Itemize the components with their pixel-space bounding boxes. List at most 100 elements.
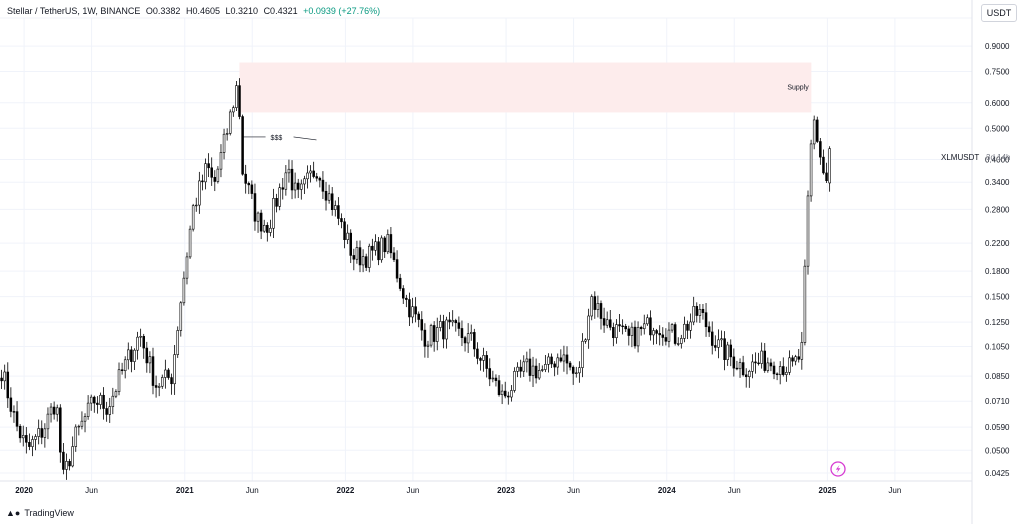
candle bbox=[272, 188, 275, 238]
candle bbox=[500, 384, 504, 405]
candle bbox=[757, 352, 760, 366]
time-axis[interactable]: 2020 Jun 2021 Jun 2022 Jun 2023 Jun 2024 Jun 2025 J… bbox=[15, 486, 901, 495]
candle bbox=[661, 327, 665, 346]
candle bbox=[46, 407, 50, 440]
candle bbox=[423, 323, 427, 358]
lightning-icon[interactable] bbox=[830, 461, 846, 477]
open-value: O0.3382 bbox=[145, 6, 181, 16]
candle bbox=[65, 453, 68, 480]
y-tick-label: 0.2800 bbox=[985, 205, 1010, 214]
candle bbox=[528, 348, 532, 382]
candle bbox=[435, 317, 439, 351]
candle bbox=[482, 347, 485, 372]
candle bbox=[296, 178, 300, 199]
candle bbox=[170, 373, 173, 395]
candle bbox=[9, 387, 13, 418]
candle bbox=[457, 316, 461, 337]
candle bbox=[442, 314, 445, 349]
candle bbox=[667, 322, 671, 348]
candle bbox=[219, 144, 223, 178]
candle bbox=[432, 321, 436, 352]
candle bbox=[167, 368, 170, 380]
candle bbox=[96, 396, 99, 414]
candle bbox=[778, 361, 782, 385]
price-axis[interactable]: 1.10000.90000.75000.60000.50000.40000.34… bbox=[985, 14, 1010, 478]
candle bbox=[266, 222, 269, 242]
y-tick-label: 0.1500 bbox=[985, 293, 1010, 302]
candle bbox=[290, 160, 294, 200]
x-tick-label: 2022 bbox=[337, 486, 355, 495]
candle bbox=[349, 229, 352, 264]
candle bbox=[34, 434, 37, 451]
symbol-title[interactable]: Stellar / TetherUS, 1W, BINANCE bbox=[7, 6, 141, 16]
candle bbox=[386, 229, 390, 255]
candle bbox=[479, 356, 482, 371]
candle bbox=[797, 349, 800, 363]
candle bbox=[157, 383, 161, 397]
candle bbox=[377, 237, 380, 266]
candle bbox=[723, 331, 726, 371]
candle bbox=[537, 363, 541, 380]
candle bbox=[225, 128, 229, 141]
candle bbox=[809, 139, 813, 202]
candle bbox=[522, 355, 526, 377]
candle bbox=[368, 243, 371, 273]
candle bbox=[729, 339, 733, 367]
candle bbox=[71, 436, 74, 468]
candle bbox=[31, 435, 34, 457]
candle bbox=[411, 297, 414, 324]
candle bbox=[303, 175, 306, 194]
candle bbox=[49, 403, 53, 423]
brand-name[interactable]: TradingView bbox=[24, 508, 74, 518]
candle bbox=[445, 316, 448, 349]
candle bbox=[701, 304, 705, 320]
candle bbox=[463, 335, 467, 352]
candle bbox=[828, 146, 831, 192]
candle bbox=[534, 358, 538, 384]
candles bbox=[0, 78, 831, 480]
candle bbox=[300, 179, 303, 200]
candle bbox=[642, 314, 646, 335]
tradingview-logo-icon[interactable]: ▲● bbox=[6, 508, 21, 518]
candle bbox=[318, 176, 322, 188]
candle bbox=[398, 273, 402, 292]
candle bbox=[232, 105, 235, 117]
candle bbox=[460, 320, 464, 346]
candle bbox=[80, 411, 84, 430]
y-tick-label: 0.1250 bbox=[985, 318, 1010, 327]
candle bbox=[717, 329, 720, 359]
candle bbox=[114, 389, 118, 399]
candle bbox=[451, 310, 454, 327]
candle bbox=[269, 219, 272, 237]
candle bbox=[123, 356, 127, 379]
candle bbox=[775, 372, 779, 381]
candle bbox=[120, 362, 124, 375]
candle bbox=[133, 348, 136, 371]
candle bbox=[497, 375, 501, 397]
candle bbox=[732, 348, 736, 377]
candle bbox=[253, 183, 257, 231]
candle bbox=[816, 116, 819, 143]
candle bbox=[822, 149, 825, 175]
candle bbox=[714, 335, 717, 352]
candle bbox=[605, 311, 609, 329]
candle bbox=[491, 370, 495, 383]
candle bbox=[469, 324, 473, 341]
candle bbox=[306, 165, 309, 189]
candle bbox=[686, 320, 689, 339]
candle bbox=[216, 166, 220, 184]
ticker-label: XLMUSDT bbox=[941, 153, 980, 162]
candle bbox=[93, 395, 96, 413]
x-tick-label: Jun bbox=[567, 486, 580, 495]
candle bbox=[673, 322, 677, 346]
candle bbox=[405, 294, 408, 308]
x-tick-label: Jun bbox=[888, 486, 901, 495]
candle bbox=[201, 174, 204, 191]
candle bbox=[228, 109, 232, 136]
candle bbox=[330, 187, 334, 216]
candle bbox=[602, 307, 606, 333]
candle bbox=[751, 354, 754, 379]
candle bbox=[25, 427, 28, 454]
currency-button[interactable]: USDT bbox=[981, 4, 1017, 22]
